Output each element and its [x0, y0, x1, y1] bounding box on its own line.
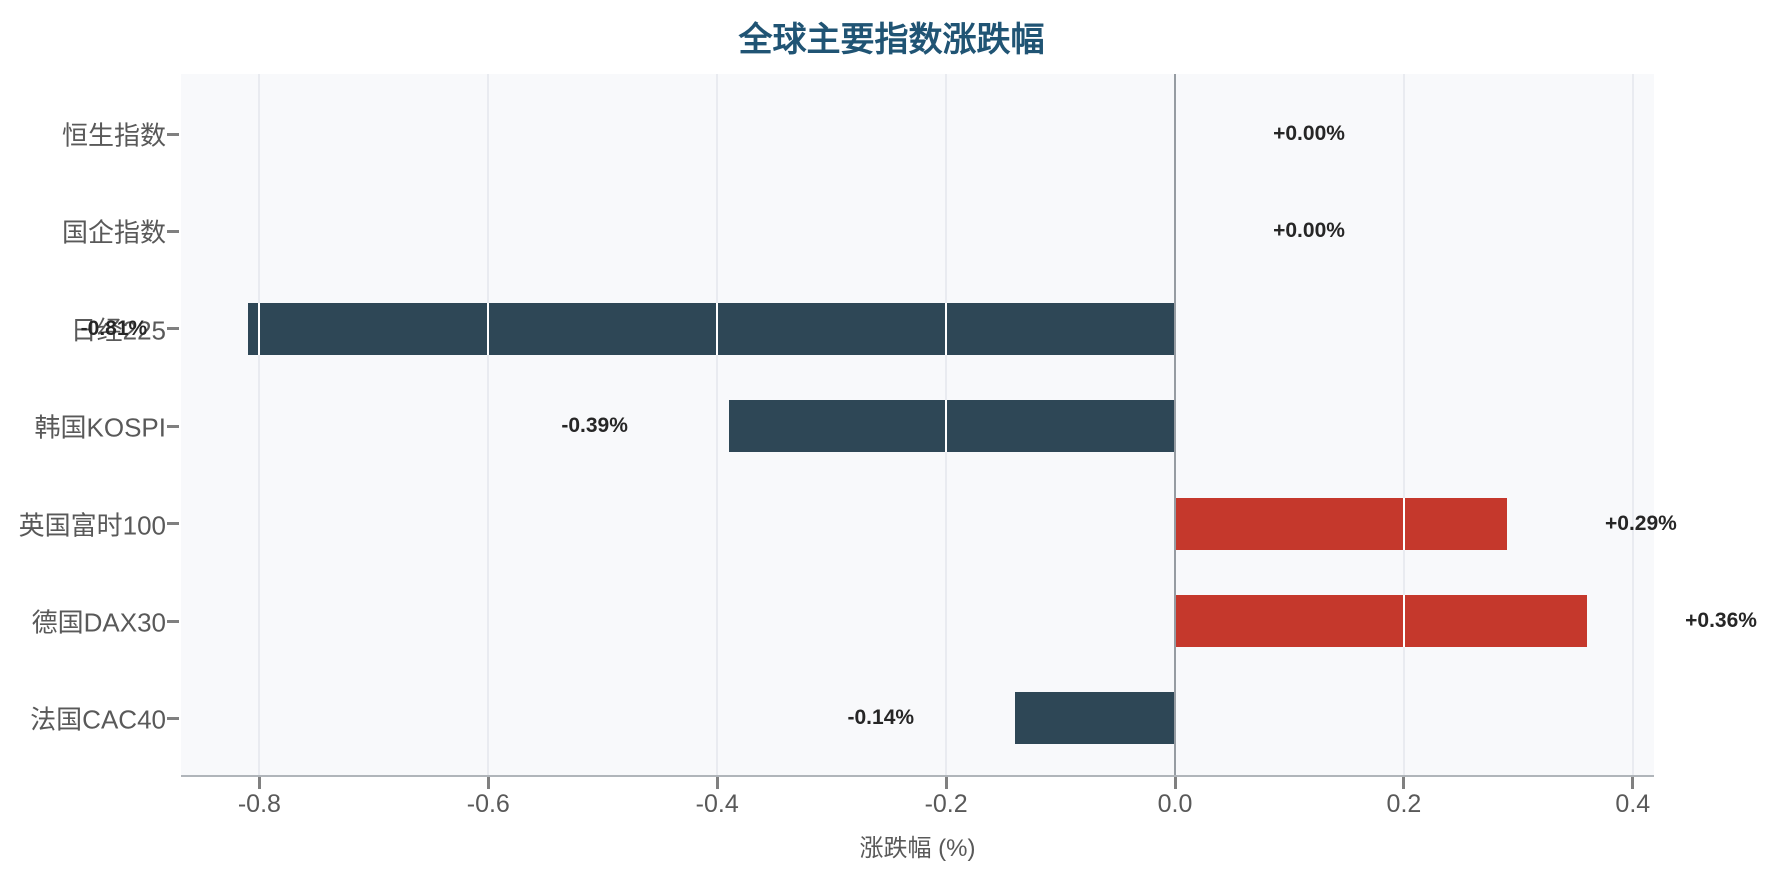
- x-tick-label: 0.0: [1157, 790, 1193, 818]
- gridline: [487, 74, 490, 776]
- y-tick-mark: [167, 716, 179, 720]
- x-axis-label: 涨跌幅 (%): [859, 835, 976, 862]
- gridline-over-bar: [258, 302, 261, 355]
- y-tick-mark: [167, 327, 179, 331]
- y-tick-mark: [167, 132, 179, 136]
- gridline: [716, 74, 719, 776]
- bar: [728, 400, 1175, 453]
- gridline-over-bar: [487, 302, 490, 355]
- x-tick-mark: [1402, 777, 1406, 789]
- y-tick-mark: [167, 424, 179, 428]
- x-tick-label: -0.2: [924, 790, 968, 818]
- gridline: [258, 74, 261, 776]
- x-tick-mark: [257, 777, 261, 789]
- data-label: +0.00%: [1273, 219, 1345, 243]
- gridline: [1631, 74, 1634, 776]
- category-label: 韩国KOSPI: [34, 412, 166, 443]
- gridline-over-bar: [945, 302, 948, 355]
- category-label: 恒生指数: [61, 120, 166, 151]
- x-tick-label: -0.8: [237, 790, 281, 818]
- x-tick-label: 0.4: [1615, 790, 1651, 818]
- y-tick-mark: [167, 619, 179, 623]
- category-label: 国企指数: [61, 217, 166, 248]
- x-tick-mark: [715, 777, 719, 789]
- x-tick-label: 0.2: [1386, 790, 1422, 818]
- bar: [247, 302, 1176, 355]
- x-tick-label: -0.4: [695, 790, 739, 818]
- x-tick-mark: [1631, 777, 1635, 789]
- x-tick-mark: [944, 777, 948, 789]
- data-label: +0.00%: [1273, 122, 1345, 145]
- bar: [1014, 692, 1175, 745]
- x-axis-line: [181, 775, 1654, 777]
- bar: [1175, 595, 1588, 647]
- category-label: 日经225: [70, 315, 166, 346]
- chart-title: 全球主要指数涨跌幅: [738, 21, 1045, 59]
- gridline-over-bar: [716, 302, 719, 355]
- category-label: 德国DAX30: [31, 607, 166, 638]
- gridline-over-bar: [1402, 595, 1405, 647]
- x-tick-label: -0.6: [466, 790, 510, 818]
- y-tick-mark: [167, 229, 179, 233]
- gridline-over-bar: [945, 400, 948, 453]
- zero-line: [1174, 74, 1177, 776]
- data-label: -0.14%: [847, 706, 915, 730]
- data-label: +0.36%: [1685, 609, 1757, 632]
- x-tick-mark: [486, 777, 490, 789]
- y-tick-mark: [167, 522, 179, 526]
- data-label: +0.29%: [1605, 511, 1677, 535]
- gridline: [1402, 74, 1405, 776]
- x-tick-mark: [1173, 777, 1177, 789]
- data-label: -0.81%: [80, 316, 148, 340]
- bar: [1175, 497, 1507, 550]
- data-label: -0.39%: [561, 414, 628, 438]
- category-label: 法国CAC40: [30, 704, 166, 735]
- category-label: 英国富时100: [18, 510, 166, 541]
- gridline-over-bar: [1402, 497, 1405, 550]
